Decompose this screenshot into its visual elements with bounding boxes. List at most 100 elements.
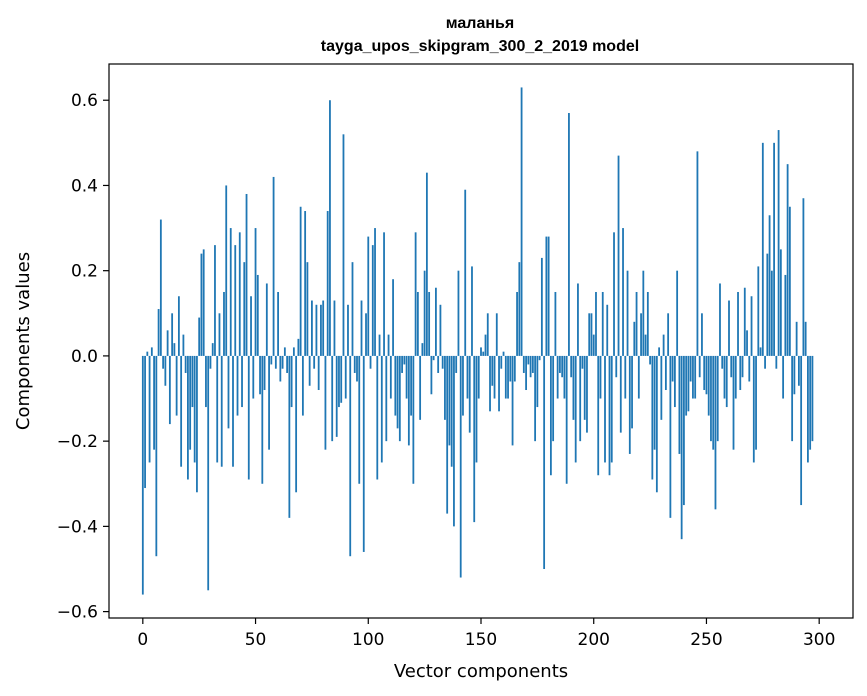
bar [773,142,775,356]
bar [146,351,149,356]
y-axis-label: Components values [13,252,34,430]
bar [734,355,737,399]
bar [430,355,433,395]
bar [202,249,205,356]
bar [177,296,180,356]
bar [277,291,279,356]
x-tick-label: 0 [137,630,148,650]
bar [480,347,482,356]
bar [646,291,649,356]
bar [667,313,670,356]
bar [531,355,534,373]
chart-title: маланья [446,15,514,32]
bar [795,321,798,356]
bar [187,355,189,480]
bar [414,232,417,356]
bar [265,283,268,356]
bar [689,355,692,382]
bar [631,355,633,429]
bar [387,334,390,356]
bar [610,355,613,463]
bar [141,355,144,595]
bar [549,355,552,476]
chart-subtitle: tayga_upos_skipgram_300_2_2019 model [321,38,639,55]
x-tick-label: 300 [803,630,835,650]
bar [507,355,509,399]
bar [642,270,645,356]
bar [331,355,334,442]
bar [416,291,419,356]
bar [554,291,557,356]
bar [538,355,541,361]
bar [164,355,167,386]
bar [536,355,539,408]
bar [748,355,751,382]
bar [198,317,201,356]
bar [563,355,566,399]
bar [662,334,665,356]
bar [655,355,658,493]
x-tick-label: 100 [352,630,384,650]
bar [685,355,688,416]
bar [148,355,151,463]
bar [730,355,733,378]
bar [525,355,527,391]
bar [572,355,575,420]
bar [385,355,388,442]
bar [270,355,273,365]
bar [290,355,293,408]
bar [683,355,685,506]
bar [692,355,694,399]
bar [356,355,358,382]
bar [423,270,426,356]
bar [696,151,699,356]
bar [155,355,158,557]
bar [227,355,230,429]
bar [405,355,408,399]
bar [518,262,521,356]
bar [392,279,394,356]
bar [633,321,636,356]
bar [144,355,146,489]
bar [570,355,573,378]
bar [360,300,363,356]
bar [320,304,322,356]
bar [793,355,796,395]
bar [719,283,721,356]
bar [788,206,791,356]
bar [191,355,194,408]
bar [200,253,203,356]
bar [559,355,561,373]
bar [529,355,532,378]
bar [601,291,604,356]
bar [502,351,505,356]
bar [522,355,525,373]
bar [482,351,485,356]
bar [757,266,760,356]
bar [398,355,401,442]
bar [193,355,196,463]
bar [653,355,656,450]
bar [313,355,316,369]
bar [513,355,516,382]
bar [259,355,261,395]
bar [459,355,462,578]
bar [389,355,392,399]
bar [498,355,500,412]
bar [396,355,399,429]
bar [279,355,282,382]
bar [338,355,340,408]
bar [241,355,243,408]
bar [159,219,162,356]
bar [475,355,478,463]
bar [725,355,728,408]
bar [586,355,588,433]
bar [150,347,153,356]
bar [552,355,555,442]
bar [540,257,543,356]
bar [673,355,676,408]
bar [604,355,606,463]
bar [419,355,422,420]
bar [707,355,710,416]
y-tick-label: −0.2 [57,432,98,452]
